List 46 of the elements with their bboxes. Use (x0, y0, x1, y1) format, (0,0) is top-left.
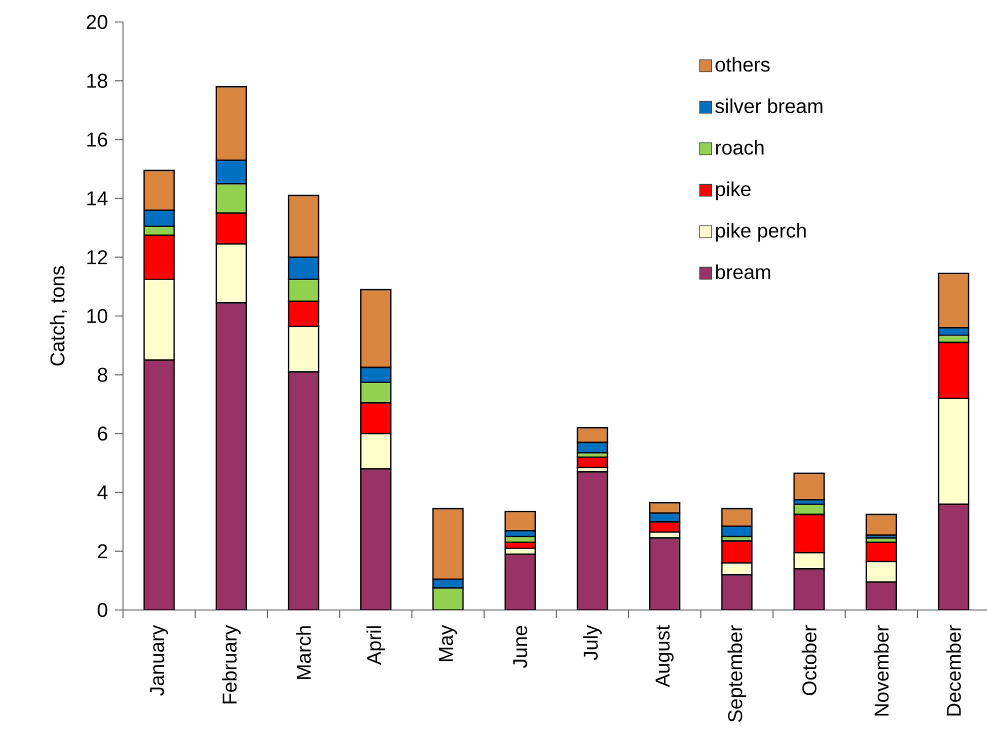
bar (432, 587, 464, 610)
x-tick-label: March (296, 626, 311, 679)
legend-label: others (716, 57, 770, 72)
x-tick-label: April (366, 626, 386, 665)
bar (721, 574, 753, 610)
x-tick-label: September (728, 625, 746, 722)
legend-label: silver bream (715, 98, 822, 114)
bar (649, 537, 680, 610)
x-tick-label: January (150, 624, 168, 696)
bar (938, 503, 970, 610)
x-tick-label: August (656, 625, 674, 688)
bar (216, 183, 248, 214)
y-tick-label: 20 (86, 14, 108, 30)
legend-label: pike (716, 181, 751, 200)
bar (866, 581, 898, 610)
x-tick-label: June (513, 626, 528, 668)
bar (143, 359, 175, 610)
x-tick-label: December (946, 625, 961, 716)
y-tick-label: 2 (98, 544, 108, 558)
x-tick-label: May (439, 624, 457, 662)
bar (216, 302, 248, 610)
y-tick-label: 16 (87, 132, 108, 147)
x-tick-label: July (583, 624, 602, 660)
bar (793, 568, 825, 610)
x-tick-label: November (874, 625, 889, 716)
legend-label: roach (716, 140, 764, 155)
y-tick-label: 18 (87, 74, 108, 88)
bar (360, 468, 392, 610)
y-tick-label: 14 (87, 192, 108, 206)
bar (793, 472, 825, 500)
bar (288, 371, 320, 610)
legend-label: bream (716, 264, 770, 280)
x-tick-label: October (802, 625, 816, 696)
bar (576, 471, 608, 610)
bar (288, 278, 320, 302)
y-tick-label: 12 (87, 250, 108, 264)
y-tick-label: 6 (98, 426, 108, 441)
y-tick-label: 10 (87, 308, 108, 324)
y-tick-label: 8 (98, 368, 108, 382)
y-axis-title: Catch, tons (50, 266, 67, 366)
legend-label: pike perch (716, 222, 806, 242)
bar (504, 553, 536, 610)
bar (866, 514, 898, 536)
y-tick-label: 4 (97, 486, 108, 500)
x-tick-label: February (222, 624, 241, 704)
y-tick-label: 0 (98, 602, 108, 618)
